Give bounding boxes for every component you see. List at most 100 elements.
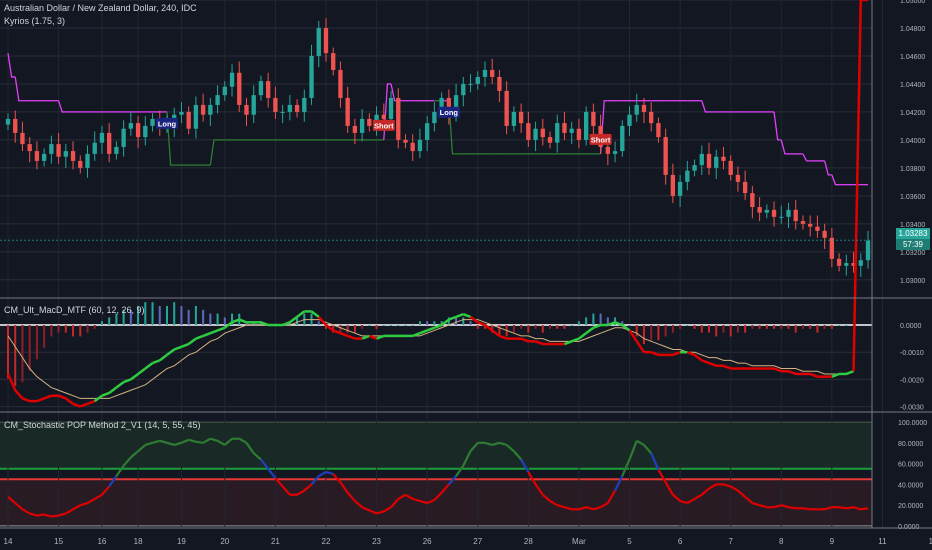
macd-panel[interactable] (0, 0, 872, 408)
macd-line-segment (115, 381, 125, 389)
macd-line-segment (282, 321, 291, 327)
macd-histogram-bar (86, 325, 89, 333)
candle-body (764, 209, 769, 213)
stochastic-line-segment (145, 441, 153, 446)
macd-histogram-bar (606, 317, 609, 326)
candlestick-series[interactable] (5, 18, 871, 278)
signal-label: Short (374, 121, 394, 130)
macd-line-segment (809, 372, 818, 378)
macd-histogram-bar (21, 325, 24, 383)
stochastic-line-segment (643, 444, 653, 454)
macd-line-segment (123, 378, 132, 384)
candle-body (359, 118, 365, 133)
stochastic-line-segment (65, 508, 74, 515)
candle-body (786, 209, 791, 217)
kyrios-segment (824, 160, 832, 176)
x-tick-label: Mar (572, 537, 586, 546)
x-tick-label: 7 (728, 537, 733, 546)
macd-line-segment (217, 326, 226, 332)
macd-line-segment (144, 362, 154, 370)
macd-line-segment (635, 340, 646, 353)
macd-line-segment (65, 397, 74, 405)
stochastic-line-segment (72, 504, 81, 511)
macd-histogram-bar (115, 313, 118, 326)
macd-line-segment (79, 402, 88, 408)
macd-histogram-bar (787, 325, 790, 329)
stochastic-line-segment (600, 502, 609, 509)
stochastic-line-segment (159, 439, 168, 444)
macd-histogram-bar (447, 317, 450, 326)
macd-histogram-bar (483, 325, 486, 329)
macd-histogram-bar (231, 313, 234, 326)
macd-histogram-bar (635, 325, 638, 337)
macd-histogram-bar (512, 325, 515, 333)
candle-body (504, 90, 509, 126)
macd-histogram-bar (317, 321, 320, 326)
macd-line-segment (831, 372, 840, 378)
candle-body (808, 223, 813, 227)
stochastic-line-segment (397, 493, 407, 500)
candle-body (251, 95, 256, 115)
candle-body (345, 97, 350, 126)
macd-line-segment (672, 351, 681, 357)
macd-line-segment (368, 334, 378, 340)
candle-body (439, 97, 444, 112)
stochastic-line-segment (788, 506, 796, 510)
candle-body (78, 160, 83, 168)
macd-histogram-bar (845, 325, 848, 327)
macd-histogram-bar (216, 313, 219, 326)
macd-line-segment (440, 318, 450, 327)
macd-histogram-bar (35, 325, 38, 360)
macd-line-segment (209, 329, 219, 335)
stochastic-line-segment (802, 507, 811, 511)
short-signal-badge (589, 133, 612, 145)
macd-histogram-bar (476, 325, 479, 329)
macd-histogram-bar (64, 325, 67, 333)
kyrios-segment (780, 139, 789, 155)
stoch-title[interactable]: CM_Stochastic POP Method 2_V1 (14, 5, 55… (4, 420, 201, 430)
candle-body (461, 83, 466, 96)
stochastic-line-segment (354, 500, 363, 509)
macd-line-segment (491, 329, 501, 337)
candle-body (605, 146, 610, 154)
macd-histogram-bar (614, 317, 617, 326)
stochastic-line-segment (556, 504, 565, 509)
macd-line-segment (173, 345, 182, 351)
stochastic-line-segment (325, 470, 334, 476)
macd-line-segment (159, 353, 168, 362)
stochastic-line-segment (672, 493, 681, 502)
stochastic-line-segment (224, 437, 233, 446)
stochastic-line-segment (593, 506, 601, 511)
macd-histogram-bar (556, 325, 559, 329)
macd-histogram-bar (838, 325, 841, 327)
candle-body (316, 27, 321, 56)
candle-body (641, 104, 647, 112)
stochastic-line-segment (368, 509, 378, 515)
macd-histogram-bar (7, 325, 9, 379)
candle-body (208, 104, 213, 115)
candle-body (403, 139, 408, 143)
signal-label: Long (158, 119, 177, 128)
macd-line-segment (58, 394, 67, 400)
macd-line-segment (426, 326, 435, 332)
macd-title[interactable]: CM_Ult_MacD_MTF (60, 12, 26, 9) (4, 305, 145, 315)
candle-body (844, 263, 849, 266)
macd-histogram-bar (72, 325, 75, 337)
stochastic-line-segment (419, 499, 428, 505)
macd-histogram-bar (165, 306, 168, 326)
price-tick-label: 1.03000 (900, 278, 925, 285)
stochastic-line-segment (58, 512, 67, 517)
symbol-title[interactable]: Australian Dollar / New Zealand Dollar, … (4, 3, 197, 13)
kyrios-segment (802, 153, 811, 162)
macd-line-segment (317, 316, 327, 326)
stochastic-panel[interactable] (7, 437, 869, 518)
candle-body (511, 111, 517, 126)
macd-histogram-bar (411, 325, 414, 327)
macd-histogram-bar (79, 325, 82, 337)
stochastic-line-segment (303, 483, 313, 492)
stochastic-line-segment (122, 456, 132, 467)
indicator-title[interactable]: Kyrios (1.75, 3) (4, 16, 66, 26)
candle-body (200, 104, 206, 115)
candle-body (266, 81, 271, 98)
